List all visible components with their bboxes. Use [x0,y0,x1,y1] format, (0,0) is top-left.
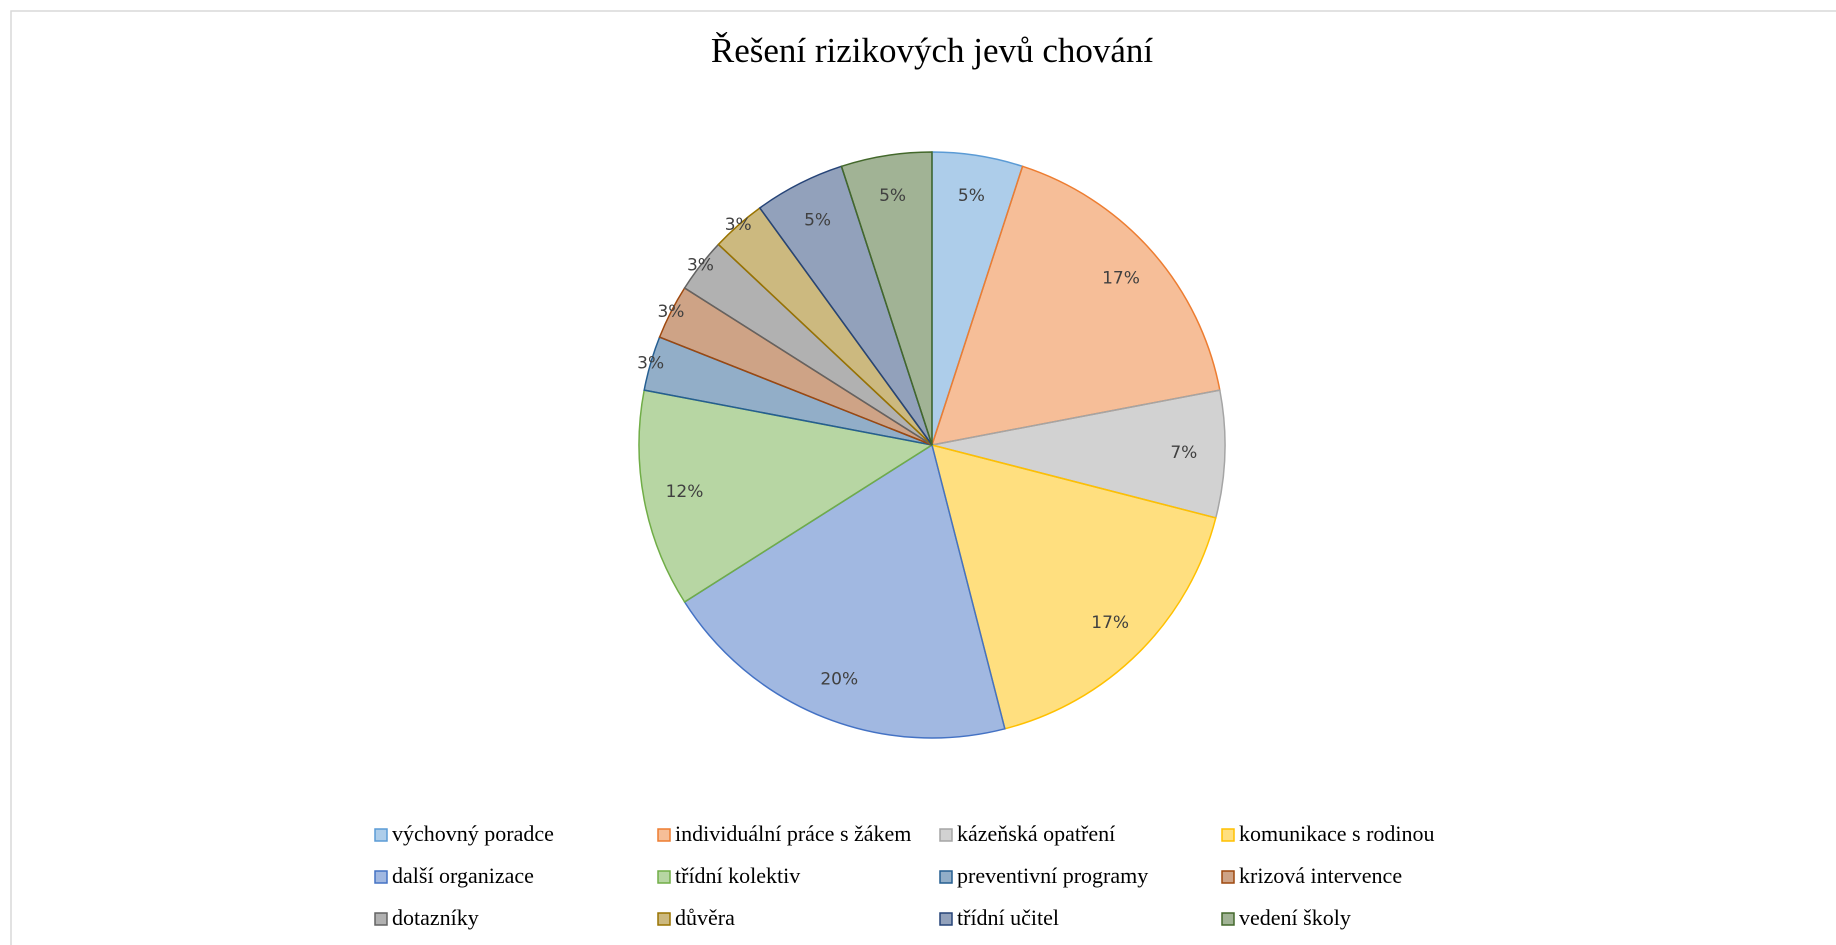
data-label: 12% [666,482,704,502]
legend-swatch [1221,912,1235,926]
data-label: 5% [804,210,831,230]
legend-swatch [939,912,953,926]
legend-swatch [374,912,388,926]
data-label: 7% [1170,443,1197,463]
legend-label: důvěra [675,905,735,930]
pie-slice [683,443,1006,739]
legend-swatch [374,828,388,842]
pie-slice [930,165,1221,446]
data-label: 17% [1091,613,1129,633]
legend-swatch [657,912,671,926]
pie-slice [931,389,1226,519]
legend-label: další organizace [392,863,534,888]
legend-label: individuální práce s žákem [675,821,911,846]
chart-title: Řešení rizikových jevů chování [711,31,1154,70]
legend-label: krizová intervence [1239,863,1402,888]
legend-label: preventivní programy [957,863,1148,888]
data-label: 3% [687,255,714,275]
legend-label: třídní kolektiv [675,863,800,888]
legend-label: dotazníky [392,905,479,930]
pie-slice [840,151,933,446]
legend-swatch [657,828,671,842]
legend-label: třídní učitel [957,905,1059,930]
data-label: 17% [1102,268,1140,288]
legend-label: komunikace s rodinou [1239,821,1435,846]
legend-swatch [1221,828,1235,842]
legend-label: kázeňská opatření [957,821,1115,846]
legend-swatch [1221,870,1235,884]
data-label: 5% [879,186,906,206]
data-label: 3% [725,215,752,235]
pie-slice [930,443,1217,730]
data-label: 3% [637,353,664,373]
legend-swatch [939,828,953,842]
data-label: 3% [657,302,684,322]
legend-swatch [939,870,953,884]
legend-swatch [374,870,388,884]
legend-label: výchovný poradce [392,821,554,846]
legend-label: vedení školy [1239,905,1351,930]
legend-swatch [657,870,671,884]
pie-slice [638,389,935,604]
data-label: 5% [958,186,985,206]
data-label: 20% [820,669,858,689]
